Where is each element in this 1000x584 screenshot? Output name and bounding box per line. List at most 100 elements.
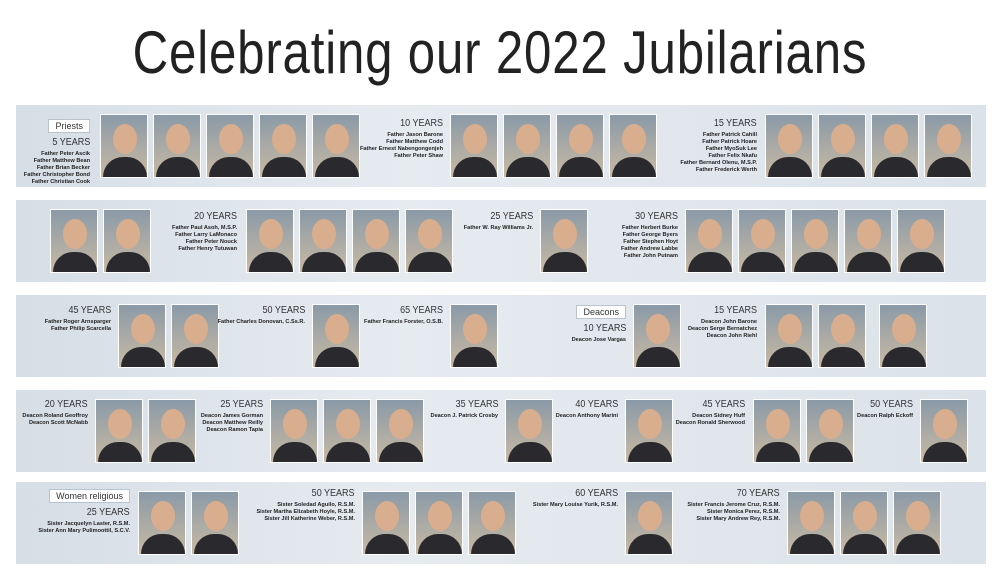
face — [778, 314, 802, 344]
face — [853, 501, 877, 531]
years-heading: 15 YEARS — [714, 305, 757, 316]
jubilarian-name: Father Roger Arnsparger — [44, 319, 111, 325]
photo — [609, 114, 657, 178]
jubilarian-name: Father Jason Barone — [387, 132, 443, 138]
jubilarian-name: Father Patrick Cahill — [702, 132, 757, 138]
jubilarian-name: Father Peter Nouck — [185, 239, 237, 245]
photo — [920, 399, 968, 463]
face — [161, 409, 185, 439]
photo — [787, 491, 835, 555]
jubilarian-name: Sister Martha Elizabeth Hoyle, R.S.M. — [256, 509, 355, 515]
clothes — [106, 252, 150, 272]
face — [166, 124, 190, 154]
photo — [405, 209, 453, 273]
photo — [206, 114, 254, 178]
jubilarian-name: Father W. Ray Williams Jr. — [463, 225, 533, 231]
photo — [148, 399, 196, 463]
clothes — [559, 157, 603, 177]
years-heading: 20 YEARS — [45, 399, 88, 410]
clothes — [506, 157, 550, 177]
face — [219, 124, 243, 154]
years-heading: 10 YEARS — [400, 118, 443, 129]
face — [463, 314, 487, 344]
clothes — [249, 252, 293, 272]
jubilee-group: 45 YEARS Father Roger Arnsparger Father Ph… — [45, 305, 111, 333]
face — [336, 409, 360, 439]
years-heading: 60 YEARS — [575, 488, 618, 499]
photo — [312, 304, 360, 368]
photo — [556, 114, 604, 178]
jubilee-group: 25 YEARS Father W. Ray Williams Jr. — [464, 211, 533, 232]
jubilarian-name: Father Peter Ascik — [41, 151, 90, 157]
face — [553, 219, 577, 249]
face — [910, 219, 934, 249]
photo — [625, 399, 673, 463]
clothes — [98, 442, 142, 462]
years-heading: 25 YEARS — [220, 399, 263, 410]
clothes — [471, 534, 515, 554]
jubilarian-name: Father Philip Scarcella — [50, 326, 111, 332]
face — [108, 409, 132, 439]
clothes — [302, 252, 346, 272]
clothes — [103, 157, 147, 177]
photo — [897, 209, 945, 273]
clothes — [821, 347, 865, 367]
jubilarian-name: Father Herbert Burke — [622, 225, 678, 231]
clothes — [847, 252, 891, 272]
face — [325, 314, 349, 344]
clothes — [156, 157, 200, 177]
jubilarian-name: Father Ernest Nabengongenjeh — [360, 146, 443, 152]
photo — [685, 209, 733, 273]
jubilarian-name: Sister Soledad Aguilo, R.S.M. — [277, 502, 355, 508]
photo — [879, 304, 927, 368]
photo — [765, 114, 813, 178]
jubilarian-name: Deacon J. Patrick Crosby — [430, 413, 498, 419]
jubilee-group: 65 YEARS Father Francis Forster, O.S.B. — [364, 305, 443, 326]
photo — [505, 399, 553, 463]
photo — [415, 491, 463, 555]
jubilarian-name: Father George Byers — [622, 232, 678, 238]
clothes — [453, 347, 497, 367]
photo — [765, 304, 813, 368]
photo — [924, 114, 972, 178]
jubilarian-name: Sister Mary Louise Yurik, R.S.M. — [532, 502, 618, 508]
jubilee-group: Priests 5 YEARS Father Peter Ascik Father M… — [24, 116, 90, 186]
jubilarian-name: Father John Putnam — [623, 253, 678, 259]
years-heading: 5 YEARS — [52, 137, 90, 148]
face — [906, 501, 930, 531]
section-label: Women religious — [49, 489, 130, 503]
clothes — [768, 157, 812, 177]
jubilee-group: 50 YEARS Sister Soledad Aguilo, R.S.M. Sis… — [256, 488, 355, 523]
jubilarian-name: Deacon Ralph Eckoff — [857, 413, 913, 419]
years-heading: 50 YEARS — [262, 305, 305, 316]
face — [63, 219, 87, 249]
years-heading: 50 YEARS — [312, 488, 355, 499]
clothes — [408, 252, 452, 272]
face — [312, 219, 336, 249]
clothes — [882, 347, 926, 367]
clothes — [453, 157, 497, 177]
clothes — [809, 442, 853, 462]
jubilarian-name: Sister Ann Mary Pulimoottil, S.C.V. — [38, 528, 130, 534]
jubilarian-name: Father Patrick Hoare — [702, 139, 757, 145]
jubilarian-name: Father Christopher Bond — [23, 172, 90, 178]
photo — [138, 491, 186, 555]
photo — [450, 114, 498, 178]
face — [884, 124, 908, 154]
photo — [100, 114, 148, 178]
photo — [450, 304, 498, 368]
years-heading: 30 YEARS — [635, 211, 678, 222]
face — [389, 409, 413, 439]
jubilarian-name: Deacon Ronald Sherwood — [675, 420, 745, 426]
clothes — [326, 442, 370, 462]
jubilarian-name: Deacon James Gorman — [200, 413, 263, 419]
face — [365, 219, 389, 249]
years-heading: 10 YEARS — [583, 323, 626, 334]
face — [638, 409, 662, 439]
years-heading: 15 YEARS — [714, 118, 757, 129]
jubilarian-name: Deacon Anthony Marini — [555, 413, 618, 419]
face — [204, 501, 228, 531]
face — [831, 314, 855, 344]
clothes — [121, 347, 165, 367]
